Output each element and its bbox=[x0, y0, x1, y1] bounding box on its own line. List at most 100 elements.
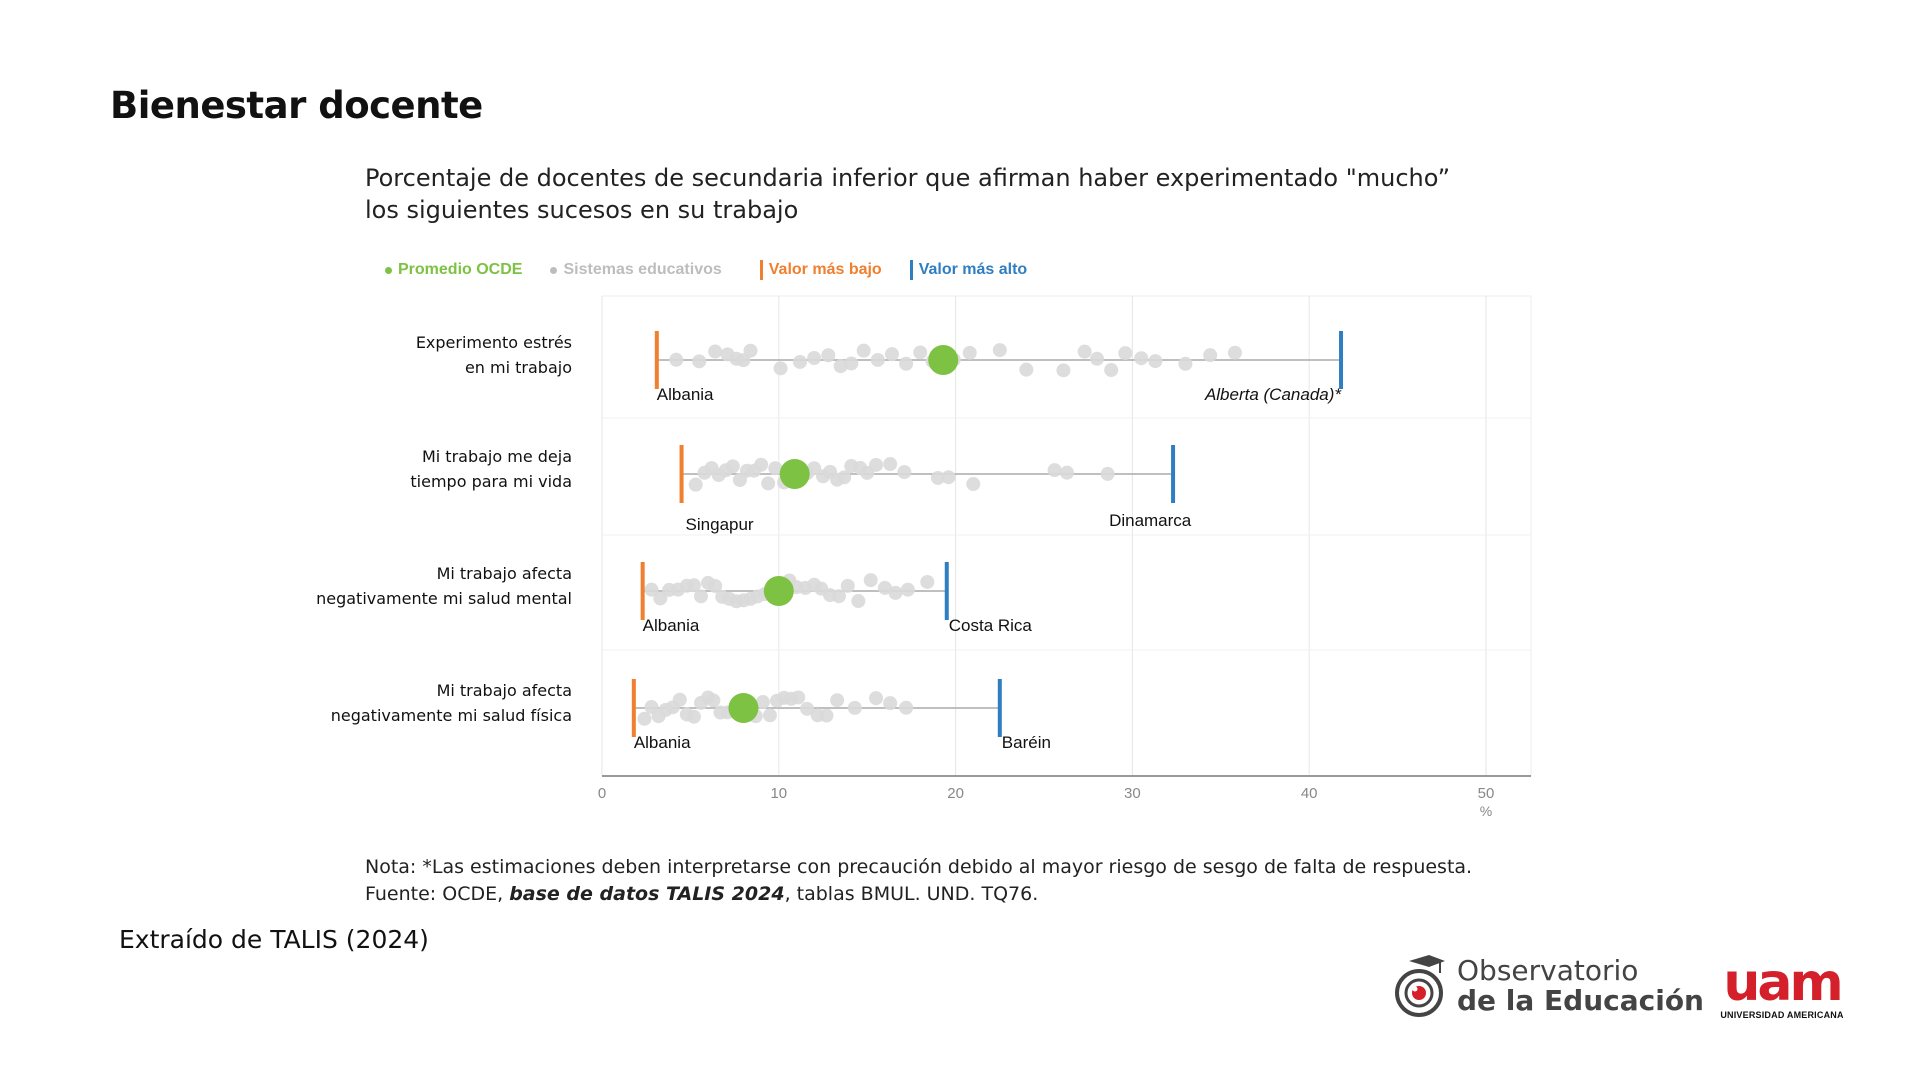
legend-systems: Sistemas educativos bbox=[550, 261, 722, 279]
highest-label: Dinamarca bbox=[1109, 511, 1192, 530]
x-tick-label: 20 bbox=[947, 785, 964, 802]
system-point bbox=[899, 356, 914, 371]
system-point bbox=[743, 343, 758, 358]
system-point bbox=[807, 461, 822, 476]
lowest-marker bbox=[679, 445, 684, 503]
oecd-average-point bbox=[779, 459, 810, 489]
lowest-marker bbox=[640, 562, 645, 620]
system-point bbox=[793, 354, 808, 369]
system-point bbox=[761, 476, 776, 491]
system-point bbox=[897, 465, 912, 480]
system-point bbox=[869, 457, 884, 472]
lowest-label: Albania bbox=[643, 616, 700, 635]
system-point bbox=[669, 352, 684, 367]
system-point bbox=[913, 345, 928, 360]
source-database: base de datos TALIS 2024 bbox=[509, 883, 785, 905]
system-point bbox=[686, 578, 701, 593]
system-point bbox=[644, 582, 659, 597]
oecd-average-point bbox=[763, 576, 794, 606]
x-axis-label: % bbox=[1480, 803, 1492, 819]
x-tick-label: 50 bbox=[1478, 785, 1495, 802]
system-point bbox=[653, 591, 668, 606]
highest-marker bbox=[1339, 331, 1344, 389]
highest-label: Alberta (Canada)* bbox=[1204, 385, 1342, 404]
system-point bbox=[773, 361, 788, 376]
system-point bbox=[856, 343, 871, 358]
system-point bbox=[840, 578, 855, 593]
system-point bbox=[708, 344, 723, 359]
system-point bbox=[637, 711, 652, 726]
system-point bbox=[883, 457, 898, 472]
source-text: Fuente: OCDE, base de datos TALIS 2024, … bbox=[365, 881, 1472, 908]
lowest-label: Albania bbox=[634, 733, 691, 752]
system-point bbox=[899, 700, 914, 715]
note-text: Nota: *Las estimaciones deben interpreta… bbox=[365, 856, 1473, 878]
highest-marker bbox=[944, 562, 949, 620]
system-point bbox=[1203, 348, 1218, 363]
lowest-label: Albania bbox=[657, 385, 714, 404]
system-point bbox=[768, 461, 783, 476]
system-point bbox=[1090, 351, 1105, 366]
system-point bbox=[966, 477, 981, 492]
system-point bbox=[762, 708, 777, 723]
system-point bbox=[1077, 344, 1092, 359]
system-point bbox=[821, 348, 836, 363]
system-point bbox=[754, 457, 769, 472]
lowest-marker bbox=[654, 331, 659, 389]
slide-caption: Extraído de TALIS (2024) bbox=[119, 925, 429, 954]
figure-title: Porcentaje de docentes de secundaria inf… bbox=[365, 164, 1451, 224]
x-tick-label: 40 bbox=[1301, 785, 1318, 802]
system-point bbox=[1059, 465, 1074, 480]
system-point bbox=[1227, 345, 1242, 360]
legend-lowest-label: Valor más bajo bbox=[768, 261, 882, 278]
row-label: negativamente mi salud mental bbox=[316, 589, 572, 608]
uam-logo-text: UNIVERSIDAD AMERICANA bbox=[1720, 1010, 1844, 1020]
source-suffix: , tablas BMUL. UND. TQ76. bbox=[784, 883, 1039, 905]
legend-oecd-label: Promedio OCDE bbox=[398, 261, 523, 278]
system-point bbox=[1056, 363, 1071, 378]
observatorio-logo-line2: de la Educación bbox=[1457, 984, 1704, 1017]
system-point bbox=[847, 700, 862, 715]
row-label: en mi trabajo bbox=[465, 358, 572, 377]
system-point bbox=[844, 356, 859, 371]
system-point bbox=[1178, 356, 1193, 371]
system-point bbox=[851, 594, 866, 609]
lowest-marker bbox=[631, 679, 636, 737]
system-point bbox=[755, 695, 770, 710]
legend-systems-marker bbox=[550, 266, 558, 274]
highest-marker bbox=[1171, 445, 1176, 503]
row-label: tiempo para mi vida bbox=[410, 472, 572, 491]
camera-eye-icon bbox=[1395, 955, 1445, 1017]
system-point bbox=[1019, 362, 1034, 377]
legend-oecd: Promedio OCDE bbox=[385, 261, 522, 279]
system-point bbox=[930, 470, 945, 485]
legend-oecd-marker bbox=[385, 266, 392, 274]
chart-area: 0 10 20 30 40 50% Experimento estrés en mi trab… bbox=[290, 288, 1570, 853]
oecd-average-point bbox=[728, 693, 759, 723]
system-point bbox=[863, 573, 878, 588]
system-point bbox=[883, 696, 898, 711]
row-label: negativamente mi salud física bbox=[331, 706, 572, 725]
system-point bbox=[692, 354, 707, 369]
system-point bbox=[992, 343, 1007, 358]
system-point bbox=[1104, 363, 1119, 378]
system-point bbox=[831, 589, 846, 604]
dot-plot-chart: 0 10 20 30 40 50% Experimento estrés en mi trab… bbox=[316, 295, 1532, 819]
row-label: Mi trabajo me deja bbox=[422, 447, 572, 466]
system-point bbox=[900, 582, 915, 597]
source-prefix: Fuente: OCDE, bbox=[365, 883, 510, 905]
chart-legend: Promedio OCDE Sistemas educativos Valor … bbox=[385, 259, 1055, 281]
system-point bbox=[888, 585, 903, 600]
system-point bbox=[694, 589, 709, 604]
lowest-label: Singapur bbox=[686, 515, 754, 534]
observatorio-logo-line1: Observatorio bbox=[1457, 954, 1639, 987]
system-point bbox=[1134, 351, 1149, 366]
row-label: Experimento estrés bbox=[416, 333, 572, 352]
legend-highest-label: Valor más alto bbox=[918, 261, 1028, 278]
system-point bbox=[819, 708, 834, 723]
system-point bbox=[688, 477, 703, 492]
observatorio-logo: Observatorio de la Educación bbox=[1395, 955, 1704, 1017]
system-point bbox=[807, 351, 822, 366]
legend-lowest-marker bbox=[759, 260, 763, 280]
system-point bbox=[1118, 346, 1133, 361]
